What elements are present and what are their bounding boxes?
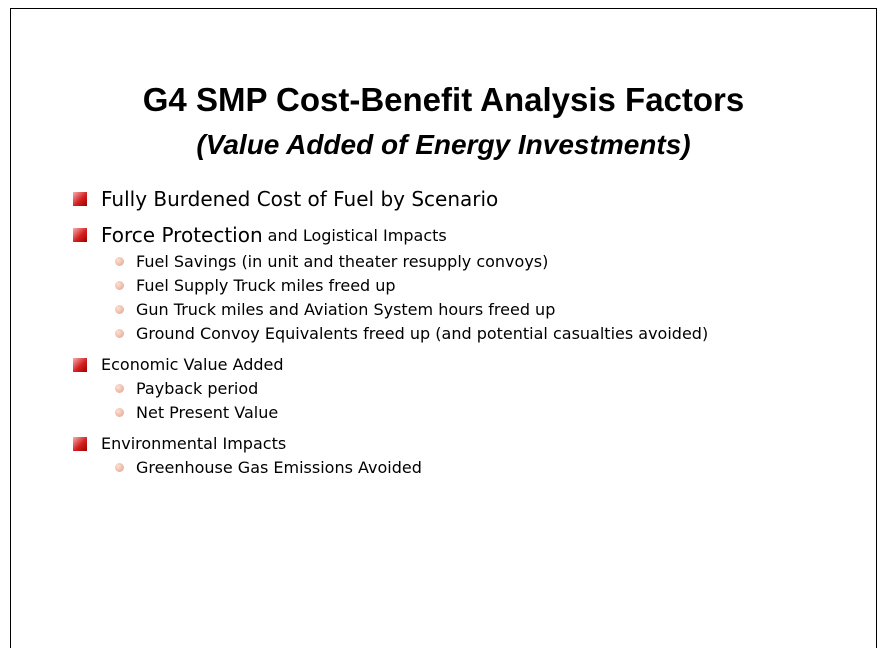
- sub-bullet: Fuel Savings (in unit and theater resupp…: [115, 252, 755, 271]
- bullet-text: Force Protection: [101, 223, 263, 247]
- sub-bullet: Ground Convoy Equivalents freed up (and …: [115, 324, 755, 343]
- sub-bullet-dot: [115, 281, 124, 290]
- sub-bullet-dot: [115, 408, 124, 417]
- bullet: Fully Burdened Cost of Fuel by Scenario: [73, 187, 833, 211]
- bullet: Force Protection and Logistical Impacts Fu…: [73, 223, 833, 343]
- bullet-text: Economic Value Added: [101, 355, 284, 374]
- slide: G4 SMP Cost-Benefit Analysis Factors (Va…: [10, 8, 877, 648]
- title: G4 SMP Cost-Benefit Analysis Factors: [142, 81, 745, 118]
- sub-bullet-dot: [115, 329, 124, 338]
- bullet-text: and Logistical Impacts: [267, 225, 447, 245]
- bullet-head: Fully Burdened Cost of Fuel by Scenario: [73, 187, 833, 211]
- sub-bullet-dot: [115, 257, 124, 266]
- sub-bullet-text: Fuel Savings (in unit and theater resupp…: [136, 252, 549, 271]
- sub-bullet-text: Net Present Value: [136, 403, 279, 422]
- bullet-head: Environmental Impacts: [73, 434, 833, 453]
- bullet-square: [73, 228, 87, 242]
- bullet-square: [73, 357, 87, 372]
- bullet-text: Environmental Impacts: [101, 434, 287, 453]
- sub-bullet-dot: [115, 384, 124, 393]
- sub-bullet-dot: [115, 305, 124, 314]
- sub-bullet: Greenhouse Gas Emissions Avoided: [115, 458, 755, 477]
- bullet: Economic Value Added Payback period Net Pr…: [73, 355, 833, 422]
- sub-bullet: Payback period: [115, 379, 755, 398]
- subtitle: (Value Added of Energy Investments): [196, 129, 691, 160]
- bullet-square: [73, 192, 87, 206]
- sub-bullet: Fuel Supply Truck miles freed up: [115, 276, 755, 295]
- sub-bullet-text: Payback period: [136, 379, 259, 398]
- sub-bullet-text: Fuel Supply Truck miles freed up: [136, 276, 396, 295]
- bullet-head: Force Protection and Logistical Impacts: [73, 223, 833, 247]
- bullet-square: [73, 436, 87, 451]
- sub-bullet-dot: [115, 463, 124, 472]
- bullet-text: Fully Burdened Cost of Fuel by Scenario: [101, 187, 499, 211]
- sub-bullet-text: Gun Truck miles and Aviation System hour…: [136, 300, 556, 319]
- sub-bullet: Gun Truck miles and Aviation System hour…: [115, 300, 755, 319]
- bullet: Environmental Impacts Greenhouse Gas Emis…: [73, 434, 833, 477]
- sub-bullet-text: Ground Convoy Equivalents freed up (and …: [136, 324, 709, 343]
- bullet-head: Economic Value Added: [73, 355, 833, 374]
- bullet-list: Fully Burdened Cost of Fuel by Scenario F…: [73, 187, 833, 489]
- sub-bullet: Net Present Value: [115, 403, 755, 422]
- sub-bullet-text: Greenhouse Gas Emissions Avoided: [136, 458, 422, 477]
